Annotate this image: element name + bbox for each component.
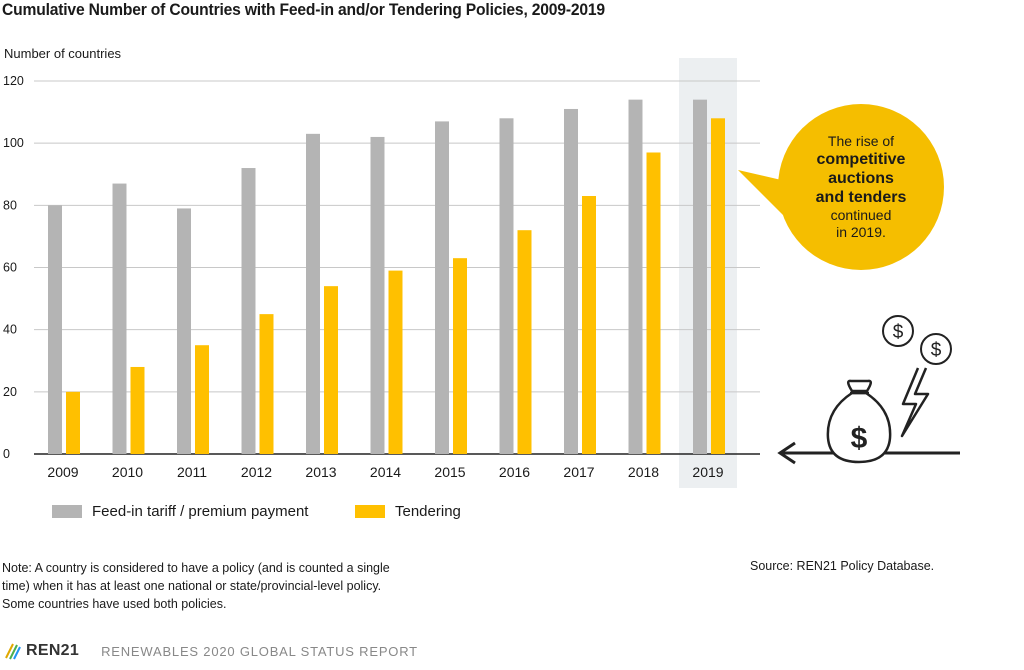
svg-text:$: $ <box>893 322 904 343</box>
x-tick-label: 2010 <box>112 464 143 480</box>
money-illustration: $ $ $ <box>738 170 960 465</box>
y-tick-label: 0 <box>3 447 10 461</box>
legend-swatch-feed-in <box>52 505 82 518</box>
callout-bubble: The rise of competitive auctions and ten… <box>778 104 944 270</box>
highlight-column <box>679 58 737 488</box>
note-line: Note: A country is considered to have a … <box>2 561 390 575</box>
bar-tendering <box>130 366 145 454</box>
x-tick-label: 2012 <box>241 464 272 480</box>
bar-tendering <box>453 258 467 454</box>
arrow-left-icon <box>777 441 796 465</box>
chart-source: Source: REN21 Policy Database. <box>750 559 935 573</box>
chart-note: Note: A country is considered to have a … <box>2 559 442 613</box>
y-axis-label: Number of countries <box>4 46 122 61</box>
bar-feed-in <box>48 205 62 454</box>
bar-feed-in <box>628 99 643 455</box>
callout-emphasis: competitive <box>816 151 906 168</box>
x-tick-label: 2009 <box>47 464 78 480</box>
bar-tendering <box>259 314 274 454</box>
bar-tendering <box>646 152 661 454</box>
lightning-icon <box>900 367 930 438</box>
y-tick-label: 20 <box>3 385 17 399</box>
footer-report-title: RENEWABLES 2020 GLOBAL STATUS REPORT <box>101 643 418 659</box>
bar-feed-in <box>435 121 449 455</box>
bar-tendering <box>66 391 80 454</box>
callout-pointer <box>738 170 790 222</box>
ren21-logo-icon <box>5 643 21 660</box>
y-tick-label: 40 <box>3 323 17 337</box>
chart-title: Cumulative Number of Countries with Feed… <box>2 0 605 19</box>
callout-emphasis: auctions <box>828 170 894 187</box>
bar-feed-in <box>564 108 578 454</box>
note-line: time) when it has at least one national … <box>2 579 382 593</box>
bar-feed-in <box>370 136 385 454</box>
callout-emphasis: and tenders <box>815 189 907 206</box>
dollar-coin-icon: $ <box>882 315 914 347</box>
svg-text:$: $ <box>931 340 942 361</box>
x-tick-label: 2018 <box>628 464 659 480</box>
bar-tendering <box>388 270 403 454</box>
legend-swatch-tendering <box>355 505 385 518</box>
x-tick-label: 2014 <box>370 464 401 480</box>
legend-item-feed-in: Feed-in tariff / premium payment <box>52 503 308 520</box>
callout-text: in 2019. <box>836 224 886 240</box>
bar-feed-in <box>693 99 707 455</box>
footer-logo: REN21 <box>26 642 80 659</box>
bar-feed-in <box>499 118 514 455</box>
bar-tendering <box>517 230 532 454</box>
bar-tendering <box>324 286 338 454</box>
bar-feed-in <box>177 208 191 454</box>
money-bag-icon: $ <box>826 379 892 464</box>
footer: REN21 RENEWABLES 2020 GLOBAL STATUS REPO… <box>4 642 418 660</box>
callout-text: continued <box>830 207 892 223</box>
note-line: Some countries have used both policies. <box>2 597 227 611</box>
dollar-coin-icon: $ <box>920 333 952 365</box>
bar-tendering <box>582 196 596 454</box>
y-tick-label: 60 <box>3 261 17 275</box>
chart-area: 0 20 40 60 80 100 120 2009 2010 2011 2012 2013 2014 2… <box>3 58 960 488</box>
x-tick-label: 2015 <box>434 464 465 480</box>
bar-feed-in <box>306 133 320 454</box>
bar-tendering <box>711 118 725 455</box>
bar-feed-in <box>112 183 127 454</box>
x-tick-label: 2011 <box>177 464 207 480</box>
y-tick-label: 80 <box>3 198 17 212</box>
svg-text:$: $ <box>851 422 868 455</box>
y-tick-label: 120 <box>3 74 24 88</box>
legend-label-tendering: Tendering <box>395 503 461 520</box>
legend-label-feed-in: Feed-in tariff / premium payment <box>92 503 309 520</box>
bar-feed-in <box>241 168 256 455</box>
x-tick-label: 2017 <box>563 464 594 480</box>
x-tick-label: 2013 <box>305 464 336 480</box>
bar-tendering <box>195 345 209 454</box>
x-tick-label: 2019 <box>692 464 723 480</box>
x-tick-label: 2016 <box>499 464 530 480</box>
y-tick-label: 100 <box>3 136 24 150</box>
callout-text: The rise of <box>827 133 895 149</box>
legend-item-tendering: Tendering <box>355 503 461 520</box>
